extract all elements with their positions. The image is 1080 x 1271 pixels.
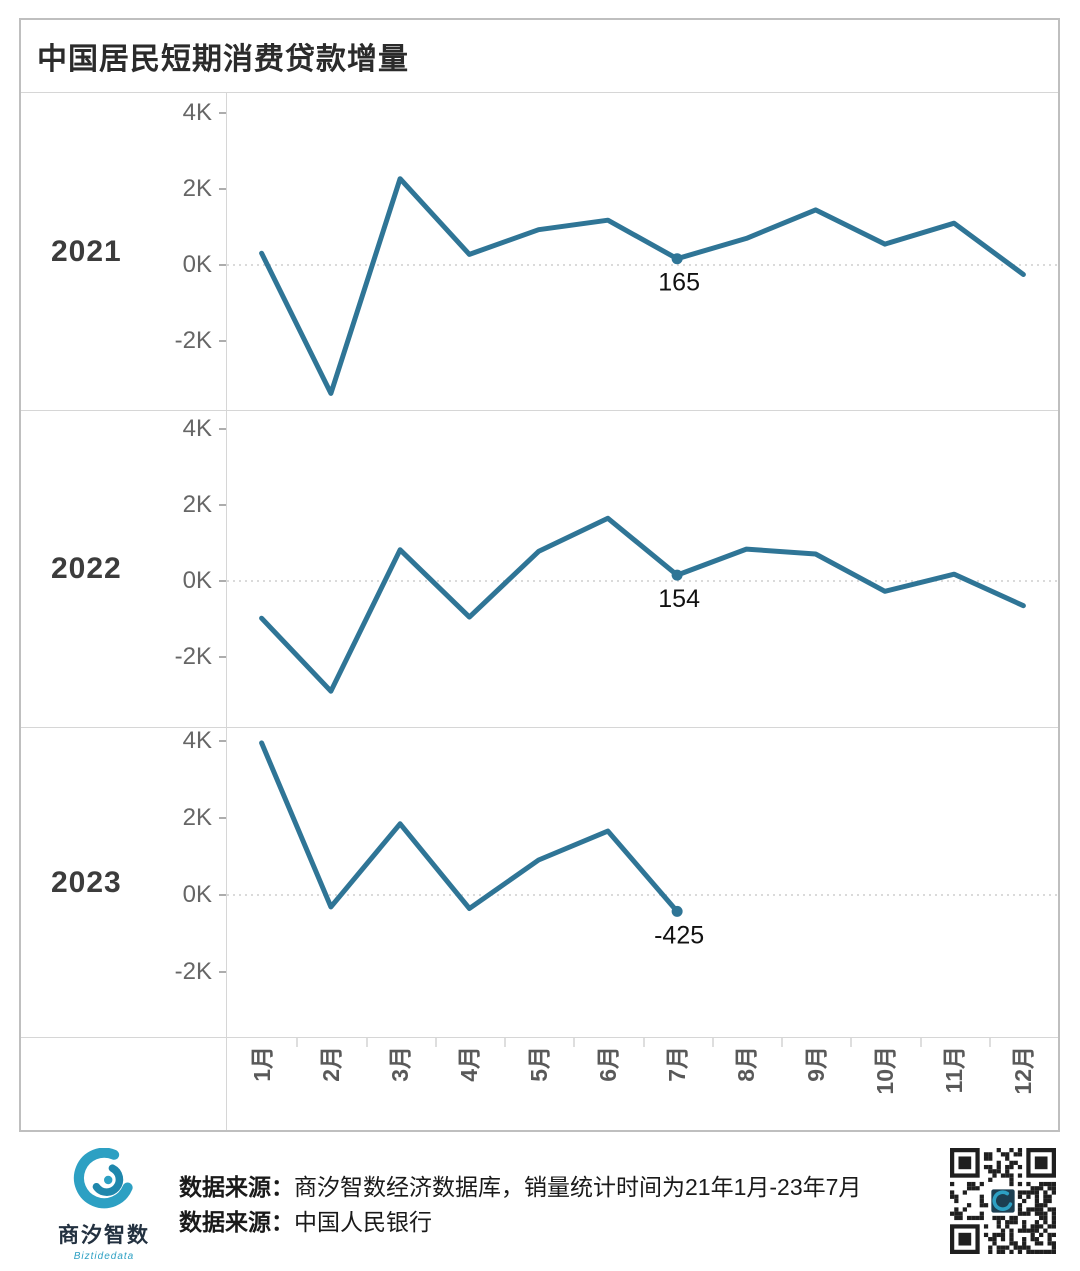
x-axis-label: 9月 bbox=[802, 1046, 829, 1082]
chart-container: 中国居民短期消费贷款增量 2021 4K 2K 0K -2K 165 2022 4K 2K 0K -… bbox=[19, 18, 1060, 1132]
footer: 商汐智数 Biztidedata 数据来源：商汐智数经济数据库，销量统计时间为2… bbox=[19, 1140, 1060, 1262]
plot-area-2022: 154 bbox=[227, 411, 1058, 727]
year-label: 2022 bbox=[51, 552, 122, 585]
year-label: 2023 bbox=[51, 865, 122, 899]
x-axis-corner bbox=[21, 1038, 227, 1130]
source-label-1: 数据来源： bbox=[179, 1174, 294, 1200]
y-tick-mark bbox=[219, 740, 226, 742]
x-axis-label: 12月 bbox=[1010, 1046, 1037, 1095]
x-boundary-tick bbox=[711, 1038, 714, 1047]
y-tick-mark bbox=[219, 580, 226, 582]
y-tick-label: 4K bbox=[182, 727, 212, 754]
y-tick-mark bbox=[219, 340, 226, 342]
x-axis-label: 10月 bbox=[871, 1046, 898, 1095]
y-tick-label: 0K bbox=[182, 567, 212, 594]
panels: 2021 4K 2K 0K -2K 165 2022 4K 2K 0K -2K 154 2023 4K 2K… bbox=[21, 93, 1058, 1038]
y-tick-label: 0K bbox=[182, 251, 212, 278]
x-boundary-tick bbox=[296, 1038, 299, 1047]
y-tick-label: 4K bbox=[182, 415, 212, 442]
source-line-1: 数据来源：商汐智数经济数据库，销量统计时间为21年1月-23年7月 bbox=[179, 1170, 861, 1205]
panel-2023: 2023 4K 2K 0K -2K -425 bbox=[21, 727, 1058, 1038]
x-boundary-tick bbox=[988, 1038, 991, 1047]
x-boundary-tick bbox=[850, 1038, 853, 1047]
source-line-2: 数据来源：中国人民银行 bbox=[179, 1205, 861, 1240]
annotation-label: 165 bbox=[658, 269, 700, 297]
x-boundary-tick bbox=[504, 1038, 506, 1047]
y-tick-label: 2K bbox=[182, 491, 212, 518]
y-tick-label: 2K bbox=[182, 175, 212, 202]
y-tick-label: -2K bbox=[174, 958, 212, 985]
y-axis-column-2023: 2023 4K 2K 0K -2K bbox=[21, 727, 227, 1037]
series-line bbox=[259, 740, 680, 914]
x-axis-label: 4月 bbox=[456, 1046, 483, 1082]
qr-code bbox=[950, 1148, 1056, 1254]
x-boundary-tick bbox=[919, 1038, 922, 1047]
y-tick-label: 2K bbox=[182, 804, 212, 831]
y-tick-label: 0K bbox=[182, 881, 212, 908]
y-tick-mark bbox=[219, 112, 226, 114]
logo-block: 商汐智数 Biztidedata bbox=[43, 1147, 165, 1262]
x-axis-label: 3月 bbox=[387, 1046, 414, 1082]
title-band: 中国居民短期消费贷款增量 bbox=[21, 20, 1058, 93]
y-tick-mark bbox=[219, 894, 226, 896]
year-label: 2021 bbox=[51, 234, 122, 268]
x-axis-label: 2月 bbox=[317, 1046, 344, 1082]
series-line bbox=[259, 176, 1026, 396]
y-tick-mark bbox=[219, 971, 226, 973]
plot-area-2023: -425 bbox=[227, 728, 1058, 1037]
series-line bbox=[259, 515, 1026, 694]
y-axis-column-2021: 2021 4K 2K 0K -2K bbox=[21, 93, 227, 410]
line-chart-2023: -425 bbox=[227, 740, 1058, 949]
x-axis-label: 1月 bbox=[248, 1046, 275, 1082]
x-axis-band: 1月 2月 3月 4月 5月 6月 7月 8月 9月 10月 11月 12月 bbox=[21, 1038, 1058, 1130]
logo-subtitle: Biztidedata bbox=[73, 1251, 135, 1262]
source-text-2: 中国人民银行 bbox=[294, 1209, 432, 1235]
qr-code-image bbox=[950, 1148, 1056, 1254]
x-boundary-tick bbox=[434, 1038, 437, 1047]
plot-area-2021: 165 bbox=[227, 93, 1058, 410]
y-tick-mark bbox=[219, 188, 226, 190]
y-tick-label: -2K bbox=[174, 327, 212, 354]
x-axis-labels: 1月 2月 3月 4月 5月 6月 7月 8月 9月 10月 11月 12月 bbox=[227, 1038, 1058, 1130]
source-block: 数据来源：商汐智数经济数据库，销量统计时间为21年1月-23年7月 数据来源：中… bbox=[179, 1170, 861, 1240]
y-tick-mark bbox=[219, 817, 226, 819]
y-tick-mark bbox=[219, 656, 226, 658]
x-boundary-tick bbox=[573, 1038, 576, 1047]
x-axis-label: 7月 bbox=[664, 1046, 691, 1082]
source-text-1: 商汐智数经济数据库，销量统计时间为21年1月-23年7月 bbox=[294, 1174, 862, 1200]
x-boundary-tick bbox=[365, 1038, 368, 1047]
x-boundary-tick bbox=[642, 1038, 645, 1047]
source-label-2: 数据来源： bbox=[179, 1209, 294, 1235]
panel-2021: 2021 4K 2K 0K -2K 165 bbox=[21, 93, 1058, 411]
y-tick-label: -2K bbox=[174, 643, 212, 670]
y-tick-mark bbox=[219, 264, 226, 266]
y-tick-label: 4K bbox=[182, 99, 212, 126]
chart-title: 中国居民短期消费贷款增量 bbox=[37, 43, 409, 76]
logo-name: 商汐智数 bbox=[58, 1224, 150, 1247]
x-axis-label: 5月 bbox=[525, 1046, 552, 1082]
panel-2022: 2022 4K 2K 0K -2K 154 bbox=[21, 411, 1058, 728]
y-tick-mark bbox=[219, 428, 226, 430]
wave-swirl-icon bbox=[73, 1147, 133, 1209]
x-axis-label: 8月 bbox=[733, 1046, 760, 1082]
line-chart-2022: 154 bbox=[227, 515, 1058, 694]
x-boundary-tick bbox=[781, 1038, 783, 1047]
x-axis-label: 11月 bbox=[941, 1046, 968, 1094]
line-chart-2021: 165 bbox=[227, 176, 1058, 396]
annotation-label: 154 bbox=[658, 585, 700, 613]
y-tick-mark bbox=[219, 504, 226, 506]
x-axis-label: 6月 bbox=[594, 1046, 621, 1082]
y-axis-column-2022: 2022 4K 2K 0K -2K bbox=[21, 411, 227, 727]
annotation-label: -425 bbox=[654, 921, 704, 949]
